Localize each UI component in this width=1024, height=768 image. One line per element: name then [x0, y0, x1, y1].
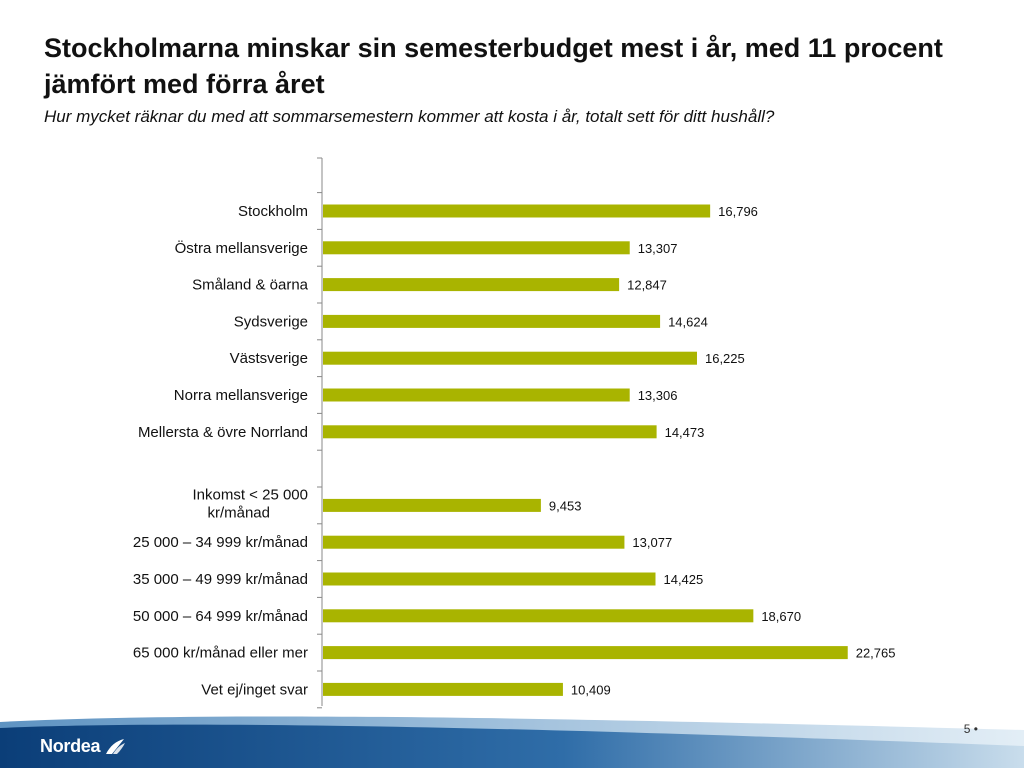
- data-label: 14,624: [668, 314, 708, 329]
- data-label: 12,847: [627, 278, 667, 293]
- category-label: Stockholm: [238, 203, 308, 220]
- data-label: 16,225: [705, 351, 745, 366]
- bar: [323, 682, 563, 696]
- data-label: 22,765: [856, 646, 896, 661]
- bar: [323, 572, 656, 586]
- bar: [323, 278, 620, 292]
- bar: [323, 241, 630, 255]
- page-subtitle: Hur mycket räknar du med att sommarsemes…: [44, 107, 775, 126]
- bar: [323, 204, 711, 218]
- category-label: Vet ej/inget svar: [201, 681, 308, 698]
- nordea-sail-icon: [106, 738, 126, 754]
- data-label: 10,409: [571, 682, 611, 697]
- category-label: 25 000 – 34 999 kr/månad: [133, 534, 308, 551]
- category-label: Östra mellansverige: [175, 239, 308, 257]
- category-label: Sydsverige: [234, 313, 308, 330]
- page-title: Stockholmarna minskar sin semesterbudget…: [44, 33, 943, 99]
- category-label: Västsverige: [230, 350, 308, 367]
- bar: [323, 425, 657, 439]
- bar: [323, 535, 625, 549]
- data-label: 13,077: [632, 535, 672, 550]
- bar: [323, 388, 630, 402]
- nordea-logo: Nordea: [40, 736, 126, 757]
- page-number: 5 •: [963, 722, 978, 736]
- bar: [323, 646, 848, 660]
- category-label: 65 000 kr/månad eller mer: [133, 645, 308, 662]
- data-label: 9,453: [549, 498, 582, 513]
- bar: [323, 609, 754, 623]
- bar: [323, 351, 697, 365]
- footer-band: [0, 716, 1024, 768]
- category-label: Småland & öarna: [192, 277, 309, 294]
- bar: [323, 314, 661, 328]
- data-label: 18,670: [761, 609, 801, 624]
- category-label: 35 000 – 49 999 kr/månad: [133, 571, 308, 588]
- data-label: 14,473: [665, 425, 705, 440]
- category-label: 50 000 – 64 999 kr/månad: [133, 608, 308, 625]
- data-label: 14,425: [663, 572, 703, 587]
- bar-chart: Stockholm 16,796 Östra mellansverige 13,307…: [133, 157, 896, 709]
- data-label: 13,307: [638, 241, 678, 256]
- data-label: 13,306: [638, 388, 678, 403]
- bar: [323, 498, 541, 512]
- category-label: Inkomst < 25 000 kr/månad: [193, 486, 309, 521]
- data-label: 16,796: [718, 204, 758, 219]
- logo-text: Nordea: [40, 736, 101, 756]
- category-label: Norra mellansverige: [174, 387, 308, 404]
- category-label: Mellersta & övre Norrland: [138, 424, 308, 441]
